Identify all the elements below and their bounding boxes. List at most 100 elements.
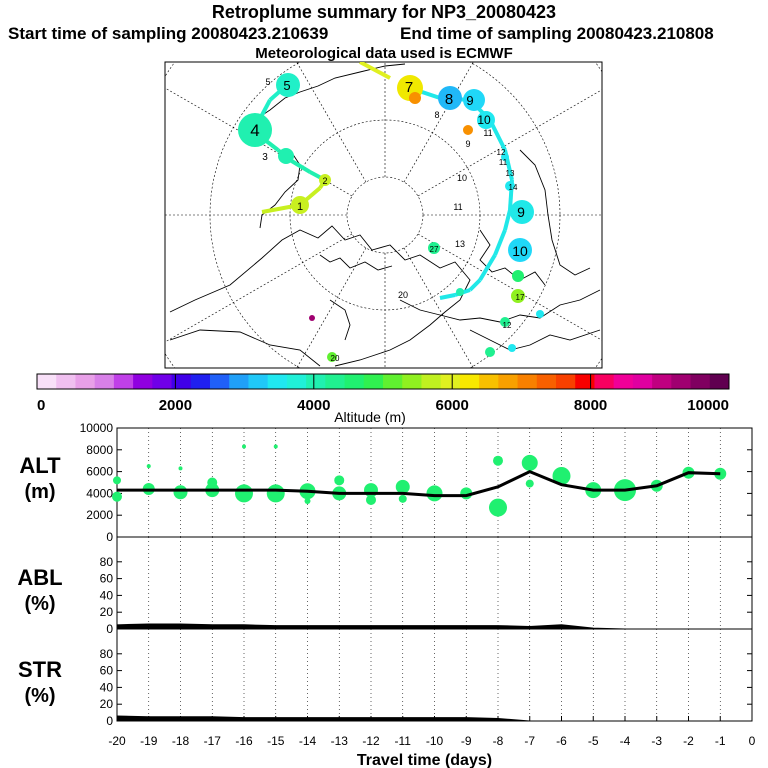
colorbar-swatch: [306, 374, 326, 389]
plume-cluster: [327, 352, 337, 362]
panel-frame-str: [116, 628, 753, 722]
y-tick-label: 10000: [80, 421, 114, 435]
trajectory-day-label: 11: [499, 158, 508, 167]
altitude-bubble: [395, 479, 410, 494]
x-tick-label: -1: [715, 734, 726, 748]
panel-label-abl: ABL: [17, 565, 62, 590]
altitude-bubble: [304, 498, 311, 505]
plume-cluster: [500, 317, 510, 327]
colorbar-swatch: [440, 374, 461, 389]
coastline: [319, 254, 393, 271]
colorbar-swatch: [152, 374, 173, 389]
altitude-bubble: [273, 444, 278, 449]
colorbar-swatch: [37, 374, 57, 389]
plume-cluster: [508, 344, 516, 352]
trajectory-day-label: 12: [497, 148, 506, 157]
trajectory-day-label: 9: [466, 93, 473, 108]
panel-label-str: STR: [18, 657, 62, 682]
colorbar-swatch: [325, 374, 346, 389]
plume-cluster: [278, 148, 294, 164]
series-area-str: [116, 715, 721, 722]
trajectory-segment: [503, 209, 512, 231]
trajectory-day-label: 4: [250, 121, 259, 140]
y-tick-label: 20: [100, 605, 114, 619]
colorbar-swatch: [652, 374, 672, 389]
trajectory-day-label: 5: [283, 78, 290, 93]
colorbar-swatch: [286, 374, 307, 389]
altitude-bubble: [207, 477, 218, 488]
y-tick-label: 0: [106, 530, 113, 544]
panel-unit-alt: (m): [24, 481, 55, 503]
panel-label-alt: ALT: [19, 453, 61, 478]
colorbar-swatch: [133, 374, 153, 389]
meridian-line: [165, 233, 353, 343]
altitude-colorbar: 0 2000 4000 6000 8000 10000: [36, 373, 730, 414]
colorbar-tick-label: 6000: [436, 397, 469, 414]
trajectory-day-label: 10: [477, 113, 491, 127]
plume-cluster: [309, 315, 315, 321]
y-tick-label: 80: [100, 647, 114, 661]
coastline: [169, 225, 471, 367]
altitude-bubble: [113, 476, 121, 485]
trajectory-day-label: 7: [405, 79, 413, 96]
trajectory-day-label: 11: [483, 128, 492, 138]
colorbar-tick-label: 8000: [574, 397, 607, 414]
altitude-bubble: [146, 464, 151, 469]
coastline: [254, 63, 406, 121]
colorbar-swatch: [402, 374, 422, 389]
x-tick-label: 0: [749, 734, 756, 748]
x-tick-label: -20: [108, 734, 126, 748]
y-tick-label: 2000: [86, 508, 113, 522]
plume-cluster: [463, 125, 473, 135]
trajectory-day-label: 13: [455, 239, 465, 249]
trajectory-segment: [468, 278, 482, 292]
plume-cluster: [463, 89, 485, 111]
colorbar-swatch: [575, 374, 595, 389]
colorbar-tick-label: 2000: [159, 397, 192, 414]
panel-frame-abl: [116, 536, 753, 630]
colorbar-swatch: [498, 374, 519, 389]
series-area-abl: [116, 623, 721, 630]
altitude-bubble: [173, 485, 188, 500]
trajectory-day-label: 2: [322, 176, 327, 186]
y-tick-label: 4000: [86, 486, 113, 500]
altitude-bubble: [235, 484, 253, 503]
colorbar-swatch: [171, 374, 192, 389]
x-tick-label: -5: [588, 734, 599, 748]
colorbar-tick-label: 0: [37, 397, 45, 414]
plume-cluster: [438, 86, 462, 110]
plume-cluster: [276, 73, 300, 97]
y-tick-label: 40: [100, 680, 114, 694]
meridian-line: [403, 62, 474, 183]
colorbar-swatch: [190, 374, 211, 389]
trajectory-segment: [439, 293, 456, 300]
y-tick-label: 80: [100, 555, 114, 569]
plume-cluster: [238, 113, 272, 147]
altitude-bubble: [266, 484, 285, 503]
trajectory-day-label: 8: [445, 91, 453, 108]
y-tick-label: 8000: [86, 443, 113, 457]
x-tick-label: -3: [651, 734, 662, 748]
coastline: [519, 149, 591, 276]
y-tick-label: 0: [106, 622, 113, 636]
colorbar-swatch: [248, 374, 269, 389]
trajectory-day-label: 1: [297, 201, 303, 213]
y-tick-label: 60: [100, 664, 114, 678]
plume-cluster: [510, 200, 534, 224]
plume-cluster: [319, 174, 331, 186]
met-data-label: Meteorological data used is ECMWF: [255, 45, 513, 62]
altitude-bubble: [493, 455, 503, 466]
colorbar-swatch: [632, 374, 653, 389]
plume-cluster: [409, 92, 421, 104]
x-tick-label: -12: [362, 734, 380, 748]
y-tick-label: 40: [100, 588, 114, 602]
x-tick-label: -13: [331, 734, 349, 748]
altitude-bubble: [366, 494, 376, 505]
colorbar-swatch: [421, 374, 442, 389]
x-tick-label: -2: [683, 734, 694, 748]
colorbar-swatch: [56, 374, 76, 389]
x-tick-label: -10: [426, 734, 444, 748]
trajectory-segment: [493, 229, 507, 256]
end-time-label: End time of sampling 20080423.210808: [400, 24, 714, 43]
colorbar-swatch: [690, 374, 711, 389]
